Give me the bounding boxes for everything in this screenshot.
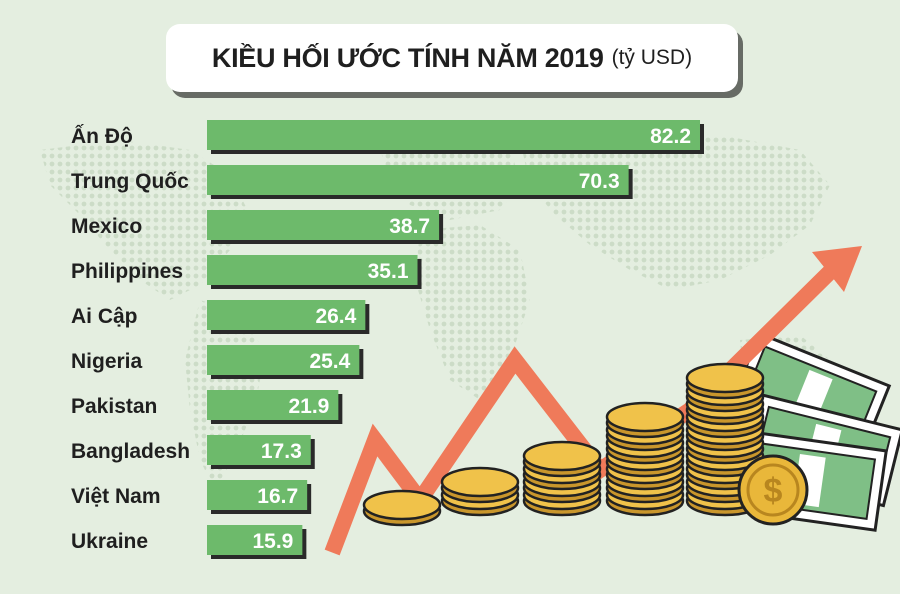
bar [207,525,303,555]
bar-value-label: 16.7 [257,485,298,508]
bar-value-label: 70.3 [579,170,620,193]
bar-value-label: 38.7 [389,215,430,238]
chart-title: KIỀU HỐI ƯỚC TÍNH NĂM 2019 [211,42,604,73]
coin-icon [605,401,685,433]
category-label: Ukraine [71,530,148,553]
bar-value-label: 21.9 [288,395,329,418]
chart-unit: (tỷ USD) [611,46,693,69]
category-label: Việt Nam [71,485,161,508]
category-label: Philippines [71,260,183,283]
category-label: Ai Cập [71,305,138,328]
bar [207,345,360,375]
bar-value-label: 82.2 [650,125,691,148]
dollar-coin-icon: $ [737,454,809,526]
coin-icon [440,466,520,498]
coin-icon [522,440,602,472]
category-label: Pakistan [71,395,157,418]
chart-title-box: KIỀU HỐI ƯỚC TÍNH NĂM 2019 (tỷ USD) [166,24,738,92]
bar-value-label: 17.3 [261,440,302,463]
bar [207,210,440,240]
bar-value-label: 35.1 [368,260,409,283]
category-label: Trung Quốc [71,170,189,193]
bar [207,120,700,150]
svg-text:$: $ [764,472,783,510]
coin-icon [685,362,765,394]
category-label: Mexico [71,215,142,238]
bar [207,480,308,510]
category-label: Nigeria [71,350,143,373]
category-label: Bangladesh [71,440,190,463]
bar [207,255,418,285]
category-label: Ấn Độ [71,125,133,148]
bar-value-label: 25.4 [309,350,350,373]
coin-stack-icon [362,362,765,527]
coin-icon [362,489,442,521]
bar-value-label: 15.9 [252,530,293,553]
bar [207,165,629,195]
bar [207,390,339,420]
bar-value-label: 26.4 [315,305,356,328]
bar [207,435,311,465]
bar [207,300,366,330]
